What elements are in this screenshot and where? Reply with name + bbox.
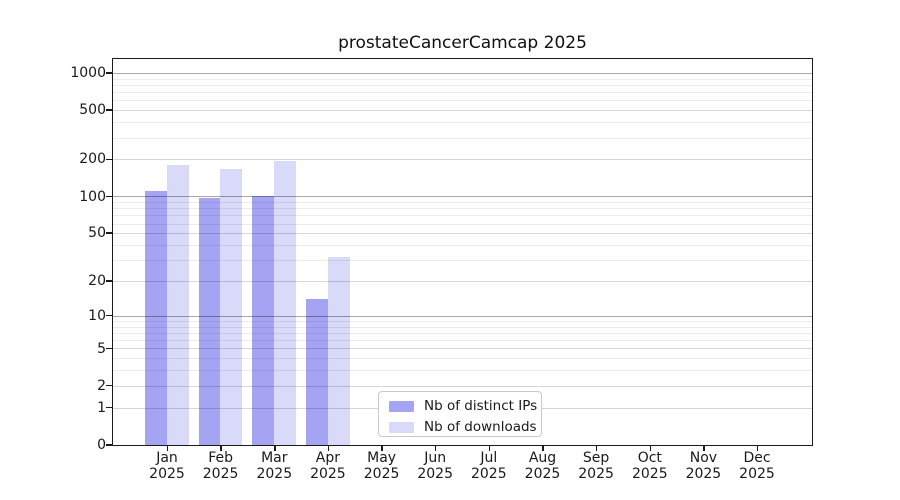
grid-line <box>112 137 812 139</box>
x-tick-mark <box>274 444 276 451</box>
grid-line <box>112 358 812 360</box>
grid-line <box>112 320 812 322</box>
grid-line <box>112 110 812 112</box>
x-tick-mark <box>381 444 383 451</box>
grid-line <box>112 159 812 161</box>
grid-line <box>112 122 812 124</box>
bar-downloads <box>166 165 189 445</box>
y-tick-mark <box>105 315 112 317</box>
y-tick-mark <box>105 347 112 349</box>
x-tick-label: May 2025 <box>363 450 400 482</box>
grid-line <box>112 215 812 217</box>
x-tick-mark <box>327 444 330 451</box>
legend-label-distinct-ips: Nb of distinct IPs <box>424 398 538 414</box>
x-tick-label: Aug 2025 <box>524 450 561 482</box>
legend-item-downloads: Nb of downloads <box>389 419 537 436</box>
grid-line <box>112 259 812 261</box>
x-tick-label: Feb 2025 <box>202 450 239 482</box>
grid-line <box>112 100 812 102</box>
grid-line <box>112 196 812 198</box>
plot-area <box>105 57 813 451</box>
bar-downloads <box>220 168 243 445</box>
grid-line <box>112 78 812 80</box>
bar-distinct-ips <box>145 191 167 445</box>
x-tick-label: Oct 2025 <box>631 450 668 482</box>
y-tick-mark <box>105 109 112 111</box>
grid-line <box>112 92 812 93</box>
legend-swatch-downloads-icon <box>389 422 414 433</box>
y-tick-mark <box>105 195 112 197</box>
x-tick-mark <box>595 444 598 451</box>
y-tick-label: 1000 <box>70 65 106 81</box>
bar-downloads <box>327 256 350 445</box>
y-tick-mark <box>105 384 112 387</box>
grid-line <box>112 208 812 210</box>
legend-label-downloads: Nb of downloads <box>424 419 537 435</box>
y-tick-label: 0 <box>97 437 106 453</box>
legend-swatch-distinct-ips-icon <box>389 401 414 412</box>
bar-distinct-ips <box>305 298 328 445</box>
grid-line <box>112 201 812 203</box>
grid-line <box>112 280 812 282</box>
x-tick-mark <box>542 444 544 451</box>
y-tick-label: 500 <box>79 102 106 119</box>
bar-downloads <box>274 160 296 445</box>
x-tick-label: Apr 2025 <box>310 450 346 482</box>
grid-line <box>112 370 812 372</box>
y-axis-labels: 1000 500 200 100 50 20 10 5 2 1 0 <box>0 59 106 453</box>
y-tick-label: 100 <box>79 188 106 205</box>
x-tick-label: Jun 2025 <box>417 450 453 482</box>
y-tick-mark <box>105 444 112 446</box>
x-tick-mark <box>435 444 437 451</box>
y-tick-label: 1 <box>97 399 106 416</box>
y-tick-label: 10 <box>88 307 106 324</box>
y-tick-label: 20 <box>88 273 106 290</box>
x-tick-mark <box>220 444 222 451</box>
grid-line <box>112 315 812 317</box>
x-tick-label: Dec 2025 <box>739 450 775 482</box>
x-tick-mark <box>166 444 169 451</box>
y-tick-mark <box>105 280 112 282</box>
bar-distinct-ips <box>252 196 275 445</box>
grid-line <box>112 340 812 341</box>
grid-line <box>112 332 812 334</box>
grid-line <box>112 84 812 86</box>
y-tick-label: 5 <box>97 340 106 357</box>
x-tick-label: Mar 2025 <box>256 450 293 482</box>
x-tick-label: Nov 2025 <box>685 450 722 482</box>
y-tick-mark <box>105 158 112 160</box>
x-tick-mark <box>488 444 490 451</box>
legend-item-distinct-ips: Nb of distinct IPs <box>389 398 537 415</box>
x-tick-label: Jan 2025 <box>149 450 185 482</box>
chart-title: prostateCancerCamcap 2025 <box>338 33 587 53</box>
y-tick-label: 50 <box>88 225 106 242</box>
bar-distinct-ips <box>198 197 221 445</box>
y-tick-label: 200 <box>79 151 106 168</box>
grid-line <box>112 244 812 246</box>
grid-line <box>112 72 812 74</box>
grid-line <box>112 233 812 235</box>
grid-line <box>112 348 812 350</box>
x-tick-mark <box>649 444 651 451</box>
grid-line <box>112 223 812 225</box>
y-tick-mark <box>105 406 112 409</box>
x-tick-label: Jul 2025 <box>470 450 507 482</box>
y-tick-mark <box>105 72 112 74</box>
x-axis-labels: Jan 2025 Feb 2025 Mar 2025 Apr 2025 May 2025 Jun 20… <box>113 450 812 490</box>
x-tick-mark <box>756 444 759 451</box>
legend: Nb of distinct IPs Nb of downloads <box>378 391 542 437</box>
x-tick-label: Sep 2025 <box>578 450 614 482</box>
grid-line <box>112 385 812 387</box>
y-tick-label: 2 <box>97 377 106 394</box>
y-tick-mark <box>105 232 112 234</box>
grid-line <box>112 326 812 328</box>
x-tick-mark <box>703 444 705 451</box>
